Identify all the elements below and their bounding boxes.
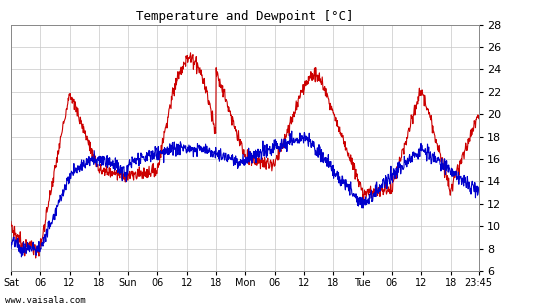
Title: Temperature and Dewpoint [°C]: Temperature and Dewpoint [°C] — [136, 10, 354, 23]
Text: www.vaisala.com: www.vaisala.com — [5, 296, 86, 305]
